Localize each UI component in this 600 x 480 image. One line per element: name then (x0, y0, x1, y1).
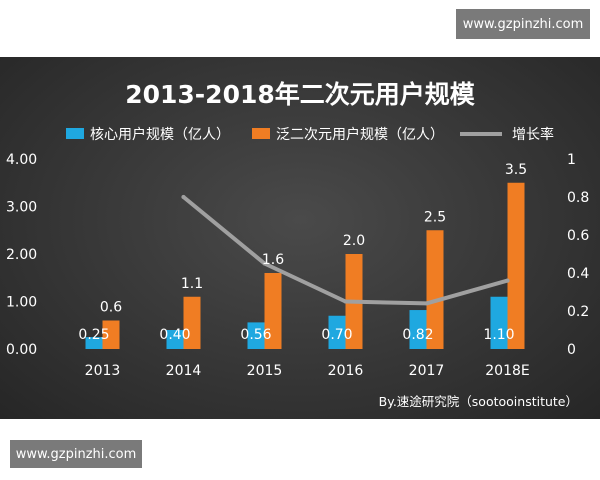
growth-rate-point (262, 261, 267, 266)
chart-legend: 核心用户规模（亿人） 泛二次元用户规模（亿人） 增长率 (66, 126, 554, 143)
x-axis: 2013 2014 2015 2016 2017 2018E (85, 363, 530, 379)
y-right-tick-label: 0.6 (567, 228, 589, 244)
pan-user-data-label: 1.6 (262, 252, 284, 268)
core-user-bar (166, 330, 184, 349)
pan-user-bar (426, 230, 444, 349)
y-right-tick-label: 0 (567, 342, 576, 358)
pan-user-data-label: 3.5 (505, 162, 527, 178)
pan-user-data-label: 0.6 (100, 300, 122, 316)
core-user-bar (490, 296, 508, 349)
core-user-data-label: 0.25 (78, 327, 109, 343)
y-left-tick-label: 2.00 (6, 247, 37, 263)
pan-user-data-label: 1.1 (181, 276, 203, 292)
x-tick-label: 2015 (247, 363, 283, 379)
legend-line-swatch (460, 132, 502, 136)
watermark-bottom: www.gzpinzhi.com (10, 440, 142, 468)
y-right-tick-label: 1 (567, 152, 576, 168)
legend-label: 核心用户规模（亿人） (90, 126, 230, 143)
growth-rate-point (181, 195, 186, 199)
y-axis-right: 0 0.2 0.4 0.6 0.8 1 (567, 152, 589, 358)
y-right-tick-label: 0.4 (567, 266, 589, 282)
core-user-bar (247, 322, 265, 349)
y-left-tick-label: 4.00 (6, 152, 37, 168)
pan-user-bar (264, 273, 282, 349)
growth-rate-point (343, 299, 348, 304)
x-tick-label: 2018E (485, 363, 529, 379)
chart-panel (0, 57, 600, 419)
legend-label: 增长率 (512, 126, 554, 143)
growth-rate-point (424, 301, 429, 306)
x-tick-label: 2017 (409, 363, 445, 379)
chart-svg: 2013-2018年二次元用户规模 核心用户规模（亿人） 泛二次元用户规模（亿人）… (6, 80, 589, 409)
legend-swatch (66, 128, 84, 139)
y-left-tick-label: 0.00 (6, 342, 37, 358)
pan-user-data-label: 2.0 (343, 233, 365, 249)
x-tick-label: 2014 (166, 363, 202, 379)
y-left-tick-label: 3.00 (6, 200, 37, 216)
y-axis-left: 0.00 1.00 2.00 3.00 4.00 (6, 152, 37, 358)
pan-user-bar (102, 320, 120, 349)
x-tick-label: 2016 (328, 363, 364, 379)
y-right-tick-label: 0.2 (567, 304, 589, 320)
watermark-top: www.gzpinzhi.com (456, 9, 590, 39)
y-right-tick-label: 0.8 (567, 190, 589, 206)
pan-user-data-label: 2.5 (424, 209, 446, 225)
growth-line-group (181, 195, 510, 306)
pan-user-bar (183, 296, 201, 349)
bars-group (85, 182, 525, 349)
y-left-tick-label: 1.00 (6, 295, 37, 311)
core-user-data-label: 0.56 (240, 327, 271, 343)
growth-rate-point (505, 278, 510, 283)
pan-user-bar (507, 182, 525, 349)
core-user-data-label: 0.40 (159, 327, 190, 343)
core-user-data-label: 1.10 (483, 327, 514, 343)
core-user-bar (409, 310, 427, 349)
chart-title: 2013-2018年二次元用户规模 (125, 80, 476, 109)
core-user-data-label: 0.82 (402, 327, 433, 343)
legend-swatch (252, 128, 270, 139)
core-user-data-label: 0.70 (321, 327, 352, 343)
source-note: By.速途研究院（sootooinstitute） (379, 394, 578, 409)
x-tick-label: 2013 (85, 363, 121, 379)
core-user-bar (85, 337, 103, 349)
legend-label: 泛二次元用户规模（亿人） (276, 126, 444, 143)
bar-labels-group: 0.25 0.40 0.56 0.70 0.82 1.10 0.6 1.1 1.6 2.0 2.5 3… (78, 162, 527, 343)
core-user-bar (328, 315, 346, 349)
